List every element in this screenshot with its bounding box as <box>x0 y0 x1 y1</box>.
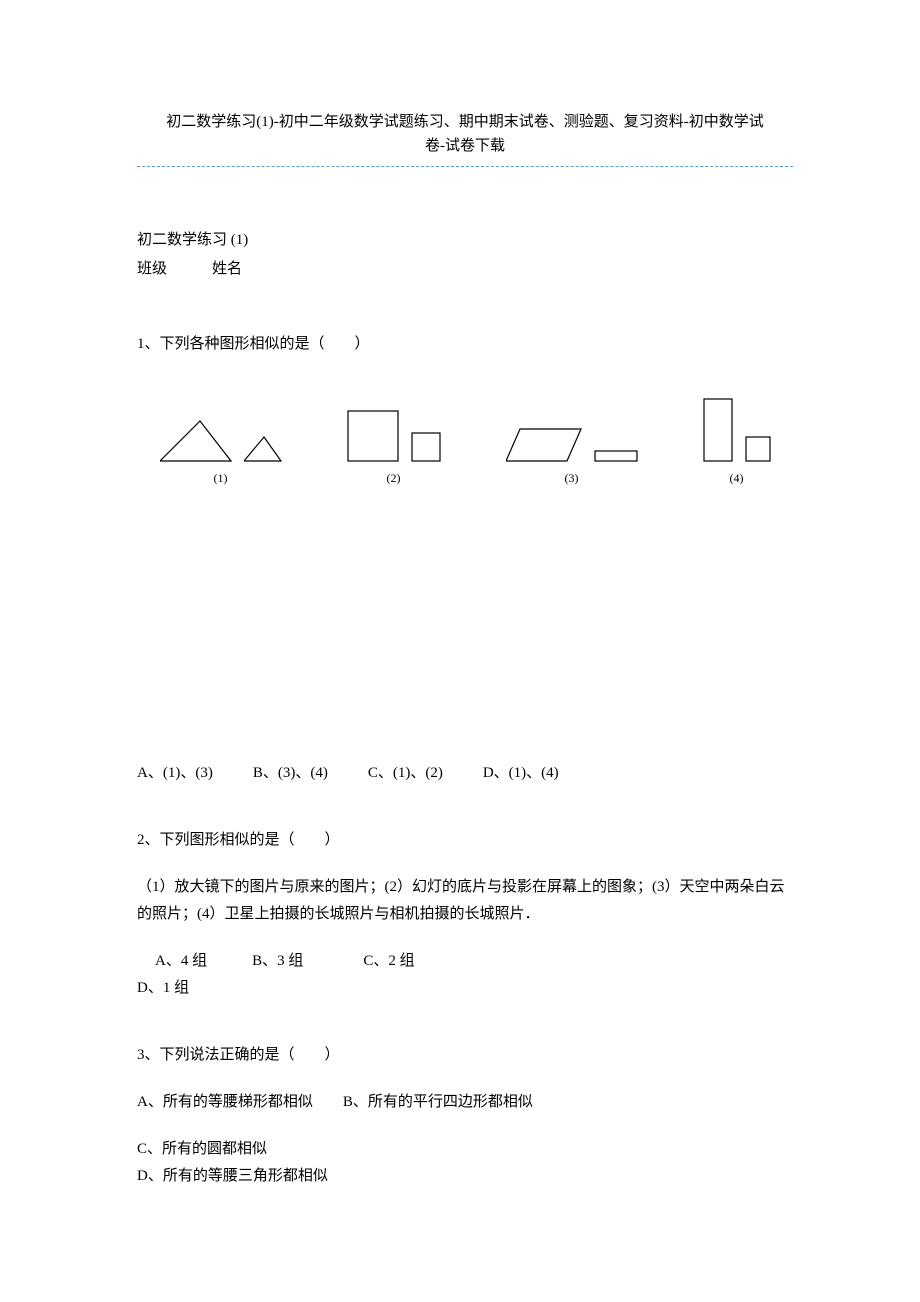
q3-option-c: C、所有的圆都相似 <box>137 1136 793 1163</box>
figure-group-3: (3) <box>506 428 638 490</box>
rect-tall <box>703 398 733 462</box>
parallelogram <box>506 428 582 462</box>
rect-flat <box>594 450 638 462</box>
figure-label-3: (3) <box>565 468 579 490</box>
q3-options-ab: A、所有的等腰梯形都相似 B、所有的平行四边形都相似 <box>137 1089 793 1116</box>
q1-options: A、(1)、(3) B、(3)、(4) C、(1)、(2) D、(1)、(4) <box>137 760 793 787</box>
intro: 初二数学练习 (1) <box>137 227 793 254</box>
figure-pair-3 <box>506 428 638 462</box>
square-large <box>347 410 399 462</box>
q2-options: A、4 组 B、3 组 C、2 组 D、1 组 <box>137 948 793 1002</box>
q1-option-a: A、(1)、(3) <box>137 760 213 787</box>
figure-group-2: (2) <box>347 410 441 490</box>
figure-group-4: (4) <box>703 398 771 490</box>
figure-group-1: (1) <box>160 420 282 490</box>
title-line-1: 初二数学练习(1)-初中二年级数学试题练习、期中期末试卷、测验题、复习资料-初中… <box>166 114 764 130</box>
page-title: 初二数学练习(1)-初中二年级数学试题练习、期中期末试卷、测验题、复习资料-初中… <box>137 110 793 158</box>
figure-pair-2 <box>347 410 441 462</box>
q2-description: （1）放大镜下的图片与原来的图片；(2）幻灯的底片与投影在屏幕上的图象；(3）天… <box>137 874 793 928</box>
question-2: 2、下列图形相似的是（ ） <box>137 827 793 854</box>
figure-pair-1 <box>160 420 282 462</box>
question-3: 3、下列说法正确的是（ ） <box>137 1042 793 1069</box>
square-tiny <box>745 436 771 462</box>
title-line-2: 卷-试卷下载 <box>425 138 505 154</box>
figures-row: (1) (2) (3) <box>137 398 793 490</box>
q1-option-b: B、(3)、(4) <box>253 760 328 787</box>
q1-option-d: D、(1)、(4) <box>483 760 559 787</box>
square-small <box>411 432 441 462</box>
figure-label-1: (1) <box>214 468 228 490</box>
content: 初二数学练习 (1) 班级 姓名 1、下列各种图形相似的是（ ） (1) <box>137 227 793 1190</box>
q3-option-d: D、所有的等腰三角形都相似 <box>137 1163 793 1190</box>
triangle-small <box>244 436 282 462</box>
class-name: 班级 姓名 <box>137 256 793 283</box>
question-1: 1、下列各种图形相似的是（ ） <box>137 331 793 358</box>
figure-pair-4 <box>703 398 771 462</box>
q1-option-c: C、(1)、(2) <box>368 760 443 787</box>
q2-options-line2: D、1 组 <box>137 975 793 1002</box>
figure-label-2: (2) <box>387 468 401 490</box>
figure-label-4: (4) <box>730 468 744 490</box>
divider <box>137 166 793 167</box>
q2-options-line1: A、4 组 B、3 组 C、2 组 <box>137 948 793 975</box>
triangle-large <box>160 420 232 462</box>
